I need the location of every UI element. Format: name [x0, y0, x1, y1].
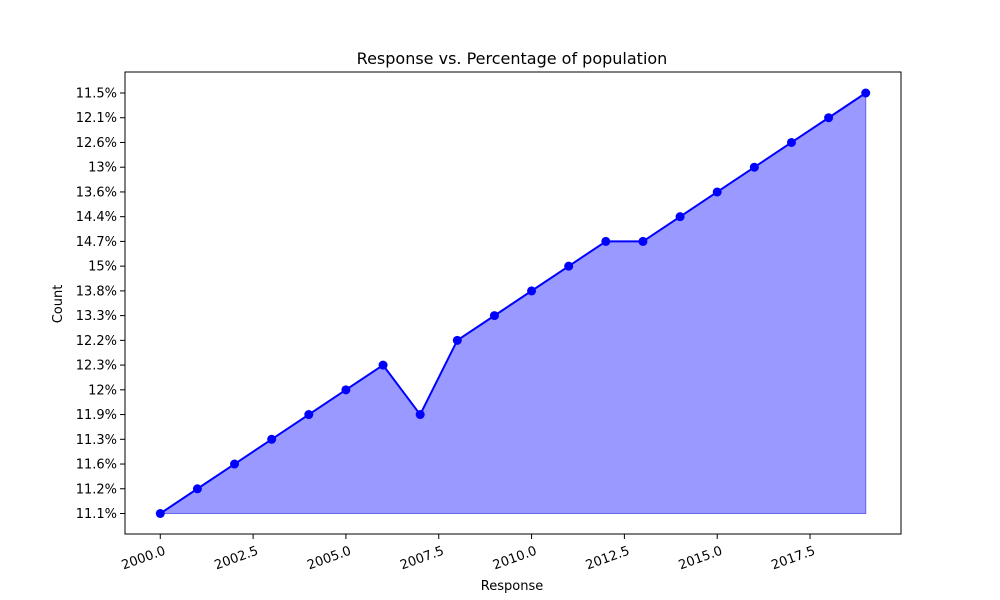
y-tick-label: 14.7% — [76, 235, 117, 250]
y-tick-label: 11.6% — [76, 458, 117, 473]
y-axis: 11.1% 11.2% 11.6% 11.3% 11.9% 12% 12.3% 12.2% 13… — [76, 87, 125, 522]
data-point — [675, 212, 685, 222]
y-tick-label: 13.6% — [76, 185, 117, 200]
chart-title: Response vs. Percentage of population — [357, 49, 668, 68]
data-point — [601, 236, 611, 246]
x-tick-label: 2007.5 — [398, 544, 446, 574]
x-tick-label: 2000.0 — [120, 544, 168, 574]
y-axis-label: Count — [51, 285, 66, 324]
x-axis-label: Response — [481, 579, 543, 594]
x-tick-label: 2017.5 — [770, 544, 818, 574]
y-tick-label: 11.2% — [76, 482, 117, 497]
x-tick-label: 2010.0 — [491, 544, 539, 574]
data-point — [378, 360, 388, 370]
data-point — [415, 410, 425, 420]
y-tick-label: 13.8% — [76, 284, 117, 299]
y-tick-label: 12.3% — [76, 359, 117, 374]
data-point — [786, 137, 796, 147]
data-point — [638, 236, 648, 246]
data-point — [564, 261, 574, 271]
y-tick-label: 12.2% — [76, 334, 117, 349]
data-point — [267, 434, 277, 444]
data-point — [824, 113, 834, 123]
y-tick-label: 13% — [88, 161, 117, 176]
data-point — [155, 509, 165, 518]
data-point — [341, 385, 351, 395]
x-tick-label: 2005.0 — [305, 544, 353, 574]
series-line — [159, 92, 867, 515]
y-tick-label: 13.3% — [76, 309, 117, 324]
data-point — [861, 88, 871, 98]
data-point — [230, 459, 240, 469]
x-tick-label: 2002.5 — [213, 544, 261, 574]
data-point — [452, 335, 462, 345]
data-point — [527, 286, 537, 296]
x-tick-label: 2012.5 — [584, 544, 632, 574]
x-axis: 2000.0 2002.5 2005.0 2007.5 2010.0 2012.5 2015… — [120, 534, 818, 574]
data-point — [489, 311, 499, 321]
y-tick-label: 12.1% — [76, 111, 117, 126]
y-tick-label: 14.4% — [76, 210, 117, 225]
y-tick-label: 12% — [88, 383, 117, 398]
plot-area — [155, 88, 871, 518]
data-point — [712, 187, 722, 197]
y-tick-label: 15% — [88, 260, 117, 275]
y-tick-label: 11.9% — [76, 408, 117, 423]
y-tick-label: 11.3% — [76, 433, 117, 448]
y-tick-label: 11.5% — [76, 87, 117, 102]
plot-frame — [124, 71, 902, 535]
data-point — [192, 484, 202, 494]
y-tick-label: 11.1% — [76, 507, 117, 522]
y-tick-label: 12.6% — [76, 136, 117, 151]
x-tick-label: 2015.0 — [677, 544, 725, 574]
data-point — [749, 162, 759, 172]
data-point — [304, 410, 314, 420]
